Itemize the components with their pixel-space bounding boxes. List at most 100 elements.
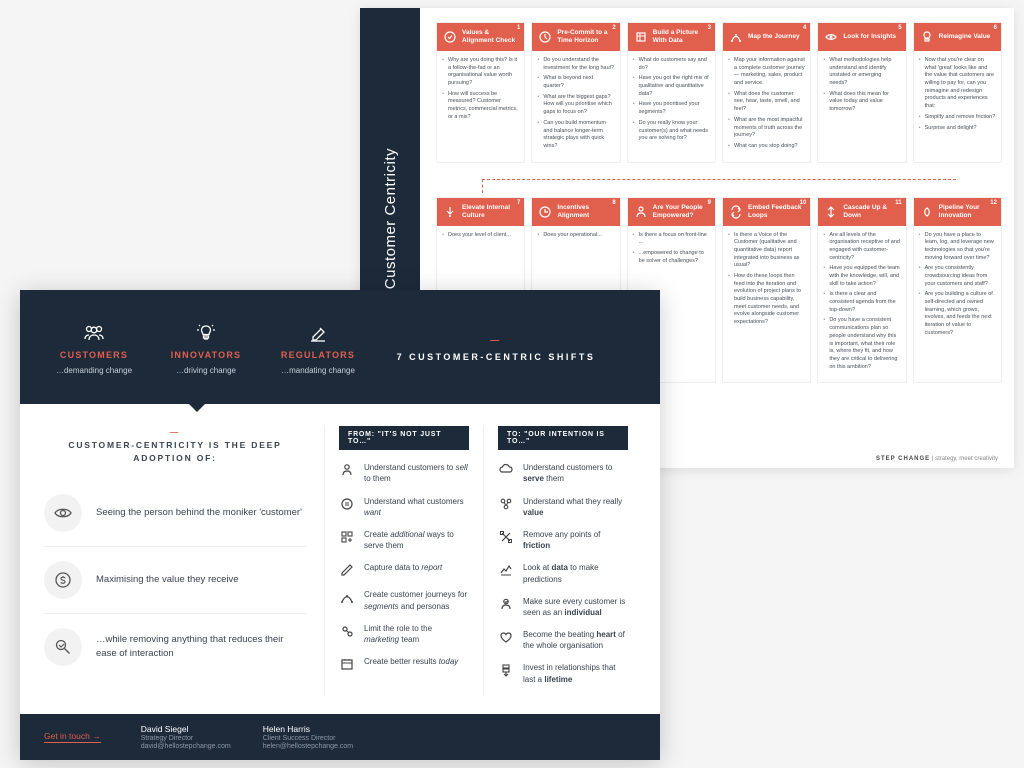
driver-customers: CUSTOMERS …demanding change xyxy=(50,322,138,376)
card-header: Elevate Internal Culture 7 xyxy=(437,198,524,226)
front-body: CUSTOMER-CENTRICITY IS THE DEEP ADOPTION… xyxy=(20,404,660,708)
step-card-11: Cascade Up & Down 11 Are all levels of t… xyxy=(817,197,906,384)
card-header: Pipeline Your Innovation 12 xyxy=(914,198,1001,226)
card-icon xyxy=(634,30,648,44)
adoption-icon xyxy=(44,628,82,666)
driver-regulators: REGULATORS …mandating change xyxy=(274,322,362,376)
shift-text: Understand customers to serve them xyxy=(523,462,628,484)
card-number: 3 xyxy=(708,25,711,31)
to-shift-item: Look at data to make predictions xyxy=(498,562,628,584)
from-shift-item: Create additional ways to serve them xyxy=(339,529,469,551)
card-title: Elevate Internal Culture xyxy=(462,204,518,220)
card-body: Are all levels of the organisation recep… xyxy=(818,226,905,383)
card-body: Why are you doing this? Is it a follow-t… xyxy=(437,51,524,133)
card-title: Embed Feedback Loops xyxy=(748,204,804,220)
get-in-touch-link[interactable]: Get in touch xyxy=(44,731,101,743)
card-title: Pre-Commit to a Time Horizon xyxy=(557,29,613,45)
adoption-text: Maximising the value they receive xyxy=(96,573,239,587)
shift-icon xyxy=(339,496,355,512)
driver-icon xyxy=(162,322,250,344)
card-header: Values & Alignment Check 1 xyxy=(437,23,524,51)
card-icon xyxy=(443,205,457,219)
shift-icon xyxy=(339,589,355,605)
card-body: Is there a focus on front-line ......emp… xyxy=(628,226,715,277)
card-body: Now that you're clear on what 'great' lo… xyxy=(914,51,1001,143)
from-shift-item: Create better results today xyxy=(339,656,469,672)
card-bullet: Are you consistently crowdsourcing ideas… xyxy=(919,265,996,288)
card-title: Pipeline Your Innovation xyxy=(939,204,995,220)
card-icon xyxy=(634,205,648,219)
shifts-heading-wrap: 7 CUSTOMER-CENTRIC SHIFTS xyxy=(362,322,630,376)
card-icon xyxy=(538,30,552,44)
card-bullet: What is beyond next quarter? xyxy=(537,75,614,90)
card-bullet: What can you stop doing? xyxy=(728,143,805,151)
card-bullet: Why are you doing this? Is it a follow-t… xyxy=(442,57,519,88)
card-icon xyxy=(920,205,934,219)
contact-person: Helen Harris Client Success Director hel… xyxy=(263,724,353,750)
card-title: Are Your People Empowered? xyxy=(653,204,709,220)
adoption-row: Seeing the person behind the moniker 'cu… xyxy=(44,480,306,547)
step-card-10: Embed Feedback Loops 10 Is there a Voice… xyxy=(722,197,811,384)
shift-icon xyxy=(498,662,514,678)
card-title: Map the Journey xyxy=(748,33,800,41)
shift-text: Make sure every customer is seen as an i… xyxy=(523,596,628,618)
shift-text: Remove any points of friction xyxy=(523,529,628,551)
driver-innovators: INNOVATORS …driving change xyxy=(162,322,250,376)
driver-title: INNOVATORS xyxy=(162,350,250,360)
front-page: CUSTOMERS …demanding change INNOVATORS …… xyxy=(20,290,660,760)
card-header: Look for Insights 5 xyxy=(818,23,905,51)
card-bullet: How will success be measured? Customer m… xyxy=(442,91,519,122)
card-bullet: What methodologies help understand and i… xyxy=(823,57,900,88)
from-shift-item: Limit the role to the marketing team xyxy=(339,623,469,645)
card-number: 6 xyxy=(994,25,997,31)
shift-icon xyxy=(339,562,355,578)
card-number: 4 xyxy=(803,25,806,31)
front-footer: Get in touch David Siegel Strategy Direc… xyxy=(20,714,660,760)
card-bullet: How do these loops then feed into the it… xyxy=(728,273,805,327)
card-title: Look for Insights xyxy=(843,33,896,41)
card-bullet: Do you have a place to learn, log, and l… xyxy=(919,232,996,263)
shift-text: Create additional ways to serve them xyxy=(364,529,469,551)
card-body: Map your information against a complete … xyxy=(723,51,810,162)
card-bullet: Can you build momentum and balance longe… xyxy=(537,120,614,151)
person-email: helen@hellostepchange.com xyxy=(263,743,353,750)
footer-tag: strategy, meet creativity xyxy=(935,456,998,462)
driver-title: REGULATORS xyxy=(274,350,362,360)
card-header: Embed Feedback Loops 10 xyxy=(723,198,810,226)
card-bullet: What are the most impactful moments of t… xyxy=(728,117,805,140)
shift-text: Understand what they really value xyxy=(523,496,628,518)
card-number: 2 xyxy=(612,25,615,31)
shift-icon xyxy=(339,623,355,639)
card-icon xyxy=(824,30,838,44)
driver-icon xyxy=(274,322,362,344)
shift-text: Limit the role to the marketing team xyxy=(364,623,469,645)
shift-text: Capture data to report xyxy=(364,562,442,573)
driver-subtitle: …driving change xyxy=(162,365,250,376)
shift-text: Create customer journeys for segments an… xyxy=(364,589,469,611)
card-header: Pre-Commit to a Time Horizon 2 xyxy=(532,23,619,51)
card-bullet: Is there a focus on front-line ... xyxy=(633,232,710,247)
card-bullet: Are all levels of the organisation recep… xyxy=(823,232,900,263)
card-body: Do you have a place to learn, log, and l… xyxy=(914,226,1001,349)
card-bullet: Does your operational... xyxy=(537,232,614,240)
shift-icon xyxy=(498,596,514,612)
person-role: Client Success Director xyxy=(263,735,353,742)
adoption-icon xyxy=(44,561,82,599)
driver-icon xyxy=(50,322,138,344)
card-icon xyxy=(729,30,743,44)
card-icon xyxy=(920,30,934,44)
person-name: David Siegel xyxy=(141,724,231,734)
card-body: Does your operational... xyxy=(532,226,619,251)
card-title: Reimagine Value xyxy=(939,33,991,41)
shift-text: Invest in relationships that last a life… xyxy=(523,662,628,684)
card-icon xyxy=(443,30,457,44)
card-header: Reimagine Value 6 xyxy=(914,23,1001,51)
adoption-text: Seeing the person behind the moniker 'cu… xyxy=(96,506,302,520)
adoption-column: CUSTOMER-CENTRICITY IS THE DEEP ADOPTION… xyxy=(44,426,324,696)
from-column: FROM: "IT'S NOT JUST TO…" Understand cus… xyxy=(324,426,484,696)
card-bullet: Is there a clear and consistent agenda f… xyxy=(823,291,900,314)
to-shift-item: Make sure every customer is seen as an i… xyxy=(498,596,628,618)
adoption-icon xyxy=(44,494,82,532)
to-column: TO: "OUR INTENTION IS TO…" Understand cu… xyxy=(484,426,636,696)
step-card-3: Build a Picture With Data 3 What do cust… xyxy=(627,22,716,163)
